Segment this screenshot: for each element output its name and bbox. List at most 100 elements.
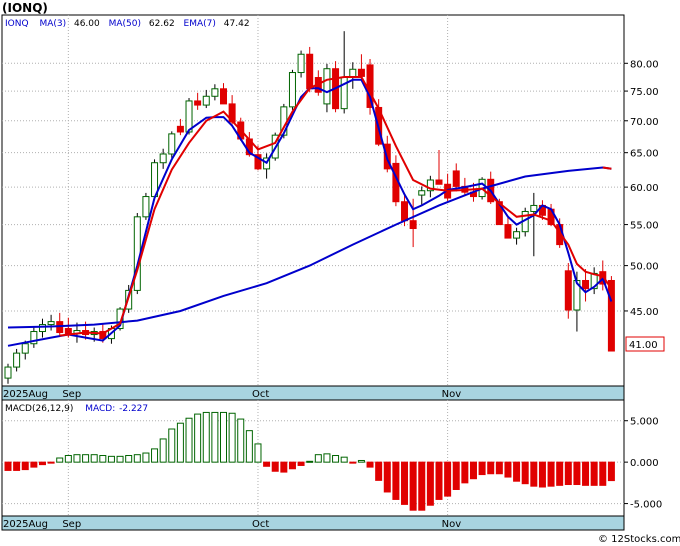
macd-bar (538, 461, 546, 488)
candle-body (30, 331, 38, 345)
macd-bar (228, 412, 236, 463)
candle-body (564, 270, 572, 311)
candle-body (297, 53, 305, 74)
candle-body (254, 154, 262, 170)
macd-bar (211, 411, 219, 463)
macd-value: -2.227 (119, 404, 148, 414)
macd-x-tick-label: 2025Aug (3, 519, 48, 530)
macd-bar (504, 461, 512, 478)
candle-body (323, 68, 331, 105)
macd-x-tick-label: Nov (442, 519, 462, 530)
macd-y-tick-label: 5.000 (630, 417, 659, 428)
macd-bar (590, 461, 598, 486)
macd-bar (366, 461, 374, 468)
price-x-tick-label: Nov (442, 389, 462, 400)
macd-bar (357, 459, 365, 463)
candle-body (426, 179, 434, 192)
candle-body (349, 68, 357, 78)
last-price-badge (625, 336, 665, 352)
macd-bar (280, 461, 288, 473)
legend-ma3-value: 46.00 (74, 19, 100, 29)
candle-body (582, 279, 590, 290)
macd-bar (478, 461, 486, 476)
candle-body (530, 204, 538, 212)
legend-ma50-value: 62.62 (149, 19, 175, 29)
ma3-line (7, 78, 613, 347)
macd-bar (142, 452, 150, 463)
price-y-tick-label: 75.00 (630, 87, 659, 98)
macd-bar (556, 461, 564, 486)
macd-bar (21, 461, 29, 471)
macd-x-axis-band (1, 515, 625, 531)
macd-bar (90, 454, 98, 463)
macd-bar (469, 461, 477, 480)
price-y-tick-label: 55.00 (630, 221, 659, 232)
chart-title: (IONQ) (2, 1, 48, 15)
macd-bar (288, 461, 296, 470)
macd-bar (582, 461, 590, 486)
price-y-tick-label: 45.00 (630, 307, 659, 318)
axis-labels: 80.00 75.00 70.00 65.00 60.00 55.00 50.00 45.00… (3, 59, 662, 530)
macd-bar (38, 461, 46, 466)
macd-bars (4, 411, 615, 511)
legend-ema7-value: 47.42 (224, 19, 250, 29)
legend-symbol: IONQ (5, 19, 29, 29)
candle-body (452, 170, 460, 187)
candle-body (176, 125, 184, 133)
candle-body (13, 352, 21, 368)
price-x-axis-band (1, 385, 625, 401)
macd-bar (487, 461, 495, 475)
candle-body (220, 88, 227, 105)
ema7-line (59, 76, 613, 337)
macd-bar (383, 461, 391, 493)
price-y-tick-label: 65.00 (630, 149, 659, 160)
price-y-tick-label: 70.00 (630, 117, 659, 128)
macd-bar (409, 461, 417, 511)
macd-bar (237, 418, 245, 463)
macd-bar (444, 461, 452, 497)
legend-ema7-label: EMA(7) (184, 19, 216, 29)
macd-bar (159, 438, 167, 463)
macd-x-tick-label: Sep (62, 519, 81, 530)
macd-bar (263, 461, 271, 467)
macd-bar (73, 454, 81, 463)
candle-body (168, 133, 176, 155)
ma50-line (7, 166, 612, 329)
price-y-tick-label: 80.00 (630, 59, 659, 70)
candle-body (64, 328, 72, 335)
candle-body (607, 279, 615, 352)
macd-bar (349, 461, 357, 464)
candle-body (409, 220, 417, 230)
macd-bar (607, 461, 615, 482)
candle-body (185, 100, 193, 133)
legend-ma50-label: MA(50) (109, 19, 141, 29)
macd-bar (125, 455, 133, 463)
candle-body (99, 331, 107, 340)
macd-bar (521, 461, 529, 485)
last-price-label: 41.00 (629, 340, 658, 351)
candle-body (340, 76, 348, 110)
candle-body (47, 321, 55, 326)
candle-body (142, 196, 150, 218)
macd-bar (30, 461, 38, 468)
candle-body (38, 324, 46, 333)
macd-title: MACD(26,12,9) (5, 404, 73, 414)
macd-bar (401, 461, 409, 505)
candle-body (504, 224, 512, 239)
price-y-tick-label: 60.00 (630, 183, 659, 194)
macd-x-tick-label: Oct (252, 519, 269, 530)
macd-value-label: MACD: (85, 404, 115, 414)
macd-bar (176, 422, 184, 463)
candle-body (357, 68, 365, 77)
macd-bar (452, 461, 460, 490)
candle-body (21, 343, 29, 354)
macd-bar (194, 413, 202, 463)
macd-bar (82, 454, 90, 463)
macd-bar (599, 461, 607, 486)
macd-bar (495, 461, 503, 475)
macd-bar (547, 461, 555, 487)
macd-bar (392, 461, 400, 500)
legend-ma3-label: MA(3) (39, 19, 66, 29)
candle-body (211, 88, 219, 97)
